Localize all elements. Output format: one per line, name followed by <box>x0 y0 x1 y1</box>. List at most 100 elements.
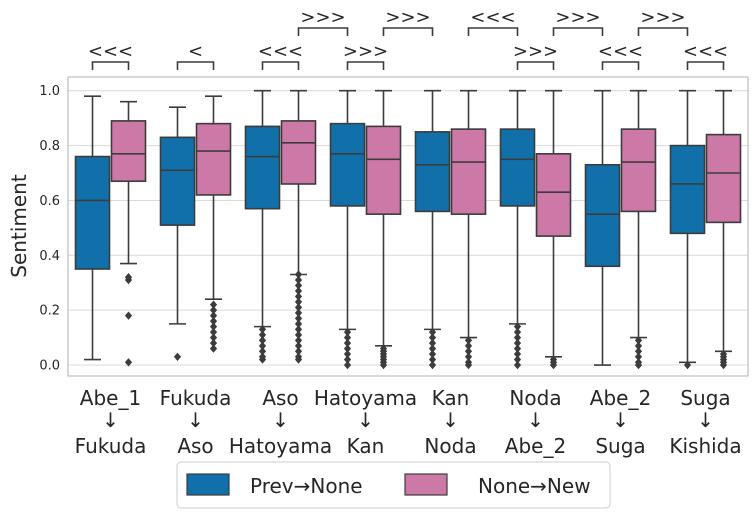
flier-point <box>258 330 267 340</box>
box-prev-5 <box>414 89 451 370</box>
flier-point <box>294 341 303 351</box>
flier-point <box>428 355 437 364</box>
flier-point <box>209 311 218 320</box>
category-label-top: Hatoyama <box>314 386 417 410</box>
box-groups <box>74 89 742 370</box>
legend: Prev→None None→New <box>176 461 611 509</box>
box-new-8 <box>705 89 742 370</box>
flier-point <box>258 336 267 345</box>
flier-point <box>428 327 437 337</box>
category-label-top: Fukuda <box>160 386 232 410</box>
significance-label: >>> <box>343 41 388 62</box>
flier-point <box>513 344 522 353</box>
significance-label: >>> <box>513 41 558 62</box>
category-label-arrow: ↓ <box>187 408 204 432</box>
y-tick-label: 0.2 <box>39 304 60 319</box>
iqr-box <box>535 153 572 237</box>
flier-point <box>343 344 352 353</box>
flier-point <box>258 355 267 364</box>
bracket-line <box>686 61 725 70</box>
category-label-arrow: ↓ <box>442 408 459 432</box>
flier-point <box>294 286 303 296</box>
significance-bracket: >>> <box>382 7 434 36</box>
legend-label-new: None→New <box>478 474 591 498</box>
bracket-line <box>637 27 689 36</box>
category-label-bottom: Kan <box>347 434 385 458</box>
flier-point <box>209 333 218 342</box>
y-tick-label: 0.8 <box>39 139 60 154</box>
box-prev-7 <box>584 89 621 366</box>
flier-point <box>343 338 352 348</box>
category-label-top: Abe_1 <box>80 386 141 410</box>
significance-label: <<< <box>683 41 728 62</box>
flier-point <box>634 360 643 370</box>
iqr-box <box>280 120 317 185</box>
iqr-box <box>669 144 706 235</box>
flier-point <box>428 344 437 353</box>
flier-point <box>343 327 352 337</box>
flier-point <box>209 300 218 309</box>
y-tick-label: 0.6 <box>39 194 60 209</box>
bracket-line <box>516 61 555 70</box>
flier-point <box>294 355 303 364</box>
iqr-box <box>329 122 366 207</box>
box-new-7 <box>620 89 657 370</box>
significance-bracket: <<< <box>598 41 643 70</box>
flier-point <box>173 352 182 361</box>
iqr-box <box>499 128 536 207</box>
flier-point <box>209 327 218 337</box>
significance-label: <<< <box>258 41 303 62</box>
category-label-arrow: ↓ <box>102 408 119 432</box>
iqr-box <box>584 163 621 268</box>
significance-bracket: <<< <box>683 41 728 70</box>
flier-point <box>294 297 303 307</box>
flier-point <box>124 311 133 320</box>
flier-point <box>719 360 728 370</box>
significance-bracket: >>> <box>552 7 604 36</box>
iqr-box <box>705 133 742 224</box>
category-label-arrow: ↓ <box>357 408 374 432</box>
significance-bracket: <<< <box>88 41 133 70</box>
y-ticks: 0.0 0.2 0.4 0.6 0.8 1.0 <box>39 84 60 373</box>
flier-point <box>428 360 437 370</box>
iqr-box <box>620 128 657 213</box>
flier-point <box>428 338 437 348</box>
flier-point <box>683 360 692 370</box>
bracket-line <box>346 61 385 70</box>
y-tick-label: 0.0 <box>39 359 60 374</box>
category-label-arrow: ↓ <box>697 408 714 432</box>
category-label-bottom: Suga <box>595 434 645 458</box>
significance-bracket: >>> <box>513 41 558 70</box>
significance-label: >>> <box>640 7 685 28</box>
flier-point <box>513 360 522 370</box>
plot-frame <box>67 76 749 377</box>
category-label-bottom: Kishida <box>669 434 741 458</box>
bracket-line <box>467 27 519 36</box>
flier-point <box>343 360 352 370</box>
y-tick-label: 1.0 <box>39 84 60 99</box>
category-label-bottom: Fukuda <box>75 434 147 458</box>
flier-point <box>464 341 473 351</box>
significance-bracket: <<< <box>467 7 519 36</box>
flier-point <box>209 322 218 331</box>
category-label-arrow: ↓ <box>272 408 289 432</box>
flier-point <box>343 355 352 364</box>
category-label-arrow: ↓ <box>612 408 629 432</box>
category-label-bottom: Noda <box>424 434 476 458</box>
flier-point <box>294 347 303 356</box>
significance-label: <<< <box>88 41 133 62</box>
bracket-line <box>552 27 604 36</box>
iqr-box <box>450 128 487 215</box>
box-prev-1 <box>74 95 111 361</box>
iqr-box <box>159 136 196 226</box>
flier-point <box>464 336 473 345</box>
flier-point <box>258 341 267 351</box>
legend-frame <box>176 461 611 509</box>
iqr-box <box>244 125 281 210</box>
bracket-line <box>601 61 640 70</box>
flier-point <box>209 305 218 315</box>
significance-label: <<< <box>598 41 643 62</box>
flier-point <box>549 360 558 370</box>
flier-point <box>634 347 643 356</box>
